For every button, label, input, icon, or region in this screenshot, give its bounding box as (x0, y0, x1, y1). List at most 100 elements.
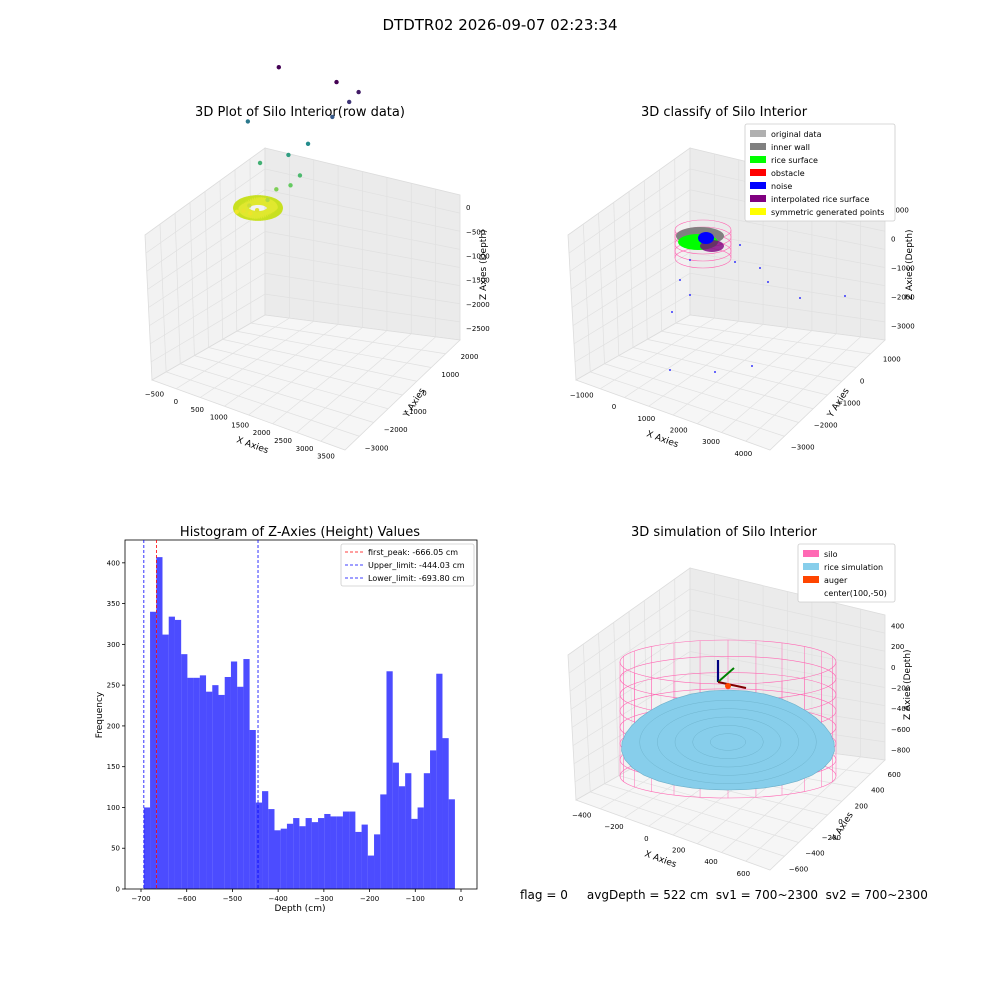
histogram-bar (349, 811, 356, 889)
z-tick-label: −2500 (466, 325, 490, 333)
data-point (265, 197, 270, 203)
x-tick-label: −100 (406, 895, 425, 903)
histogram-bar (324, 813, 331, 889)
y-tick-label: −1000 (837, 399, 861, 407)
histogram-bar (286, 823, 294, 889)
x-tick-label: 1000 (210, 414, 228, 422)
y-tick-label: −3000 (791, 443, 815, 451)
panel3-ylabel: Frequency (95, 691, 105, 738)
grid-line (222, 339, 417, 382)
histogram-bar (206, 691, 213, 889)
grid-line (145, 168, 461, 254)
histogram-bar (361, 824, 368, 889)
legend-label: inner wall (771, 143, 810, 152)
auger-x (717, 681, 747, 689)
z-tick-label: 0 (891, 236, 895, 244)
histogram-bar (355, 831, 362, 889)
z-tick-label: 1000 (891, 207, 909, 215)
legend-label: center(100,-50) (824, 589, 887, 598)
x-tick-label: −500 (145, 390, 164, 398)
legend-box (744, 123, 896, 222)
grid-line (150, 293, 461, 363)
x-tick-label: −200 (604, 823, 623, 831)
x-tick-label: 400 (704, 858, 717, 866)
histogram-bar (268, 809, 275, 889)
x-tick-label: 0 (459, 895, 463, 903)
y-tick-label: 1000 (441, 371, 459, 379)
histogram-bar (367, 855, 375, 889)
histogram-bar (311, 822, 319, 889)
rice-mesh (639, 700, 817, 784)
grid-line (721, 333, 837, 433)
x-tick-label: −1000 (570, 392, 594, 400)
histogram-bar (156, 557, 163, 889)
rice-mesh (710, 733, 746, 751)
x-tick-label: 500 (191, 406, 204, 414)
grid-line (571, 651, 886, 728)
data-point (305, 141, 311, 146)
histogram-bar (423, 773, 431, 889)
panel2-ticks: −1000 0 1000 2000 3000 4000 −3000 −2000 −1000 0 10… (570, 207, 915, 458)
y-tick-label: −1000 (403, 408, 427, 416)
x-tick-label: 0 (644, 835, 648, 843)
x-tick-label: 3000 (702, 438, 720, 446)
y-tick-label: −400 (805, 850, 824, 858)
histogram-bar (181, 654, 188, 889)
footer-status: flag = 0 avgDepth = 522 cm sv1 = 700~230… (520, 888, 928, 902)
histogram-bar (243, 659, 250, 889)
panel3-title: Histogram of Z-Axies (Height) Values (180, 525, 420, 540)
z-tick-label: −3000 (891, 323, 915, 331)
histogram-bar (255, 802, 263, 889)
x-tick-label: 600 (737, 870, 750, 878)
histogram-bar (293, 818, 300, 889)
legend-label: interpolated rice surface (771, 195, 869, 204)
y-tick-label: −600 (789, 865, 808, 873)
histogram-bar (212, 685, 219, 889)
panel1-ticks: −5000500100015002000250030003500−3000−20… (145, 204, 490, 460)
grid-line (296, 333, 412, 433)
panel2-legend: original data inner wall rice surface obsta… (744, 123, 896, 222)
noise-point (767, 281, 769, 283)
legend-label: auger (824, 576, 848, 585)
y-tick-label: 0 (422, 390, 426, 398)
grid-line (570, 210, 886, 290)
z-tick-label: 400 (891, 622, 904, 630)
histogram-bar (193, 677, 200, 889)
grid-line (570, 630, 886, 710)
histogram-bar (318, 818, 325, 889)
histogram-bar (199, 675, 207, 889)
noise-point (799, 297, 801, 299)
legend-swatch (750, 195, 766, 202)
data-point (297, 173, 303, 178)
x-tick-label: −200 (360, 895, 379, 903)
noise-point (669, 369, 671, 371)
y-tick-label: 150 (107, 763, 120, 771)
panel1-xlabel: X Axies (235, 435, 270, 456)
histogram-bar (299, 826, 306, 889)
grid-line (250, 322, 446, 355)
histogram-bar (392, 762, 399, 889)
grid-line (745, 336, 861, 442)
x-tick-label: 0 (174, 398, 178, 406)
histogram-bar (230, 661, 238, 889)
y-tick-label: 200 (855, 802, 868, 810)
y-tick-label: 50 (111, 845, 120, 853)
noise-point (751, 365, 753, 367)
data-point (257, 160, 263, 166)
x-tick-label: 3500 (317, 453, 335, 461)
y-tick-label: 0 (838, 818, 842, 826)
x-tick-label: −400 (269, 895, 288, 903)
panel4-simulation (619, 639, 837, 799)
legend-label: symmetric generated points (771, 208, 884, 217)
histogram-bar (168, 616, 175, 889)
z-tick-label: −2000 (466, 301, 490, 309)
y-tick-label: −2000 (384, 426, 408, 434)
grid-line (659, 169, 662, 332)
data-point (286, 152, 291, 158)
grid-line (568, 588, 886, 674)
z-tick-label: −200 (891, 685, 910, 693)
z-tick-label: −1000 (466, 252, 490, 260)
histogram-bar (237, 686, 244, 889)
x-tick-label: −300 (314, 895, 333, 903)
histogram-bar (143, 807, 151, 889)
